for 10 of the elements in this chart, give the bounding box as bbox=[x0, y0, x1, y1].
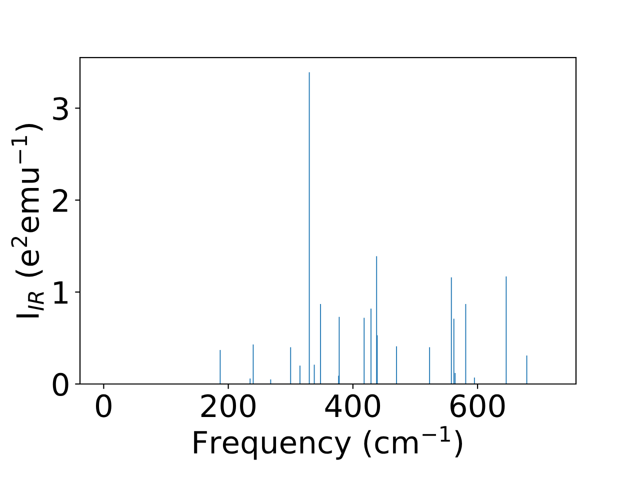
y-tick-label: 1 bbox=[54, 281, 68, 304]
x-tick-label: 400 bbox=[325, 394, 380, 418]
y-tick-label: 0 bbox=[52, 372, 68, 396]
x-tick-label: 200 bbox=[201, 394, 256, 418]
x-tick-label: 0 bbox=[96, 394, 112, 418]
y-tick-label: 2 bbox=[53, 189, 68, 212]
y-axis-title: I$_{IR}$ (e$^{2}$emu$^{−1}$) bbox=[11, 124, 44, 318]
x-tick-label: 600 bbox=[450, 394, 505, 418]
x-axis-title: Frequency (cm$^{−1}$) bbox=[194, 426, 462, 460]
y-tick-label: 3 bbox=[53, 97, 68, 120]
